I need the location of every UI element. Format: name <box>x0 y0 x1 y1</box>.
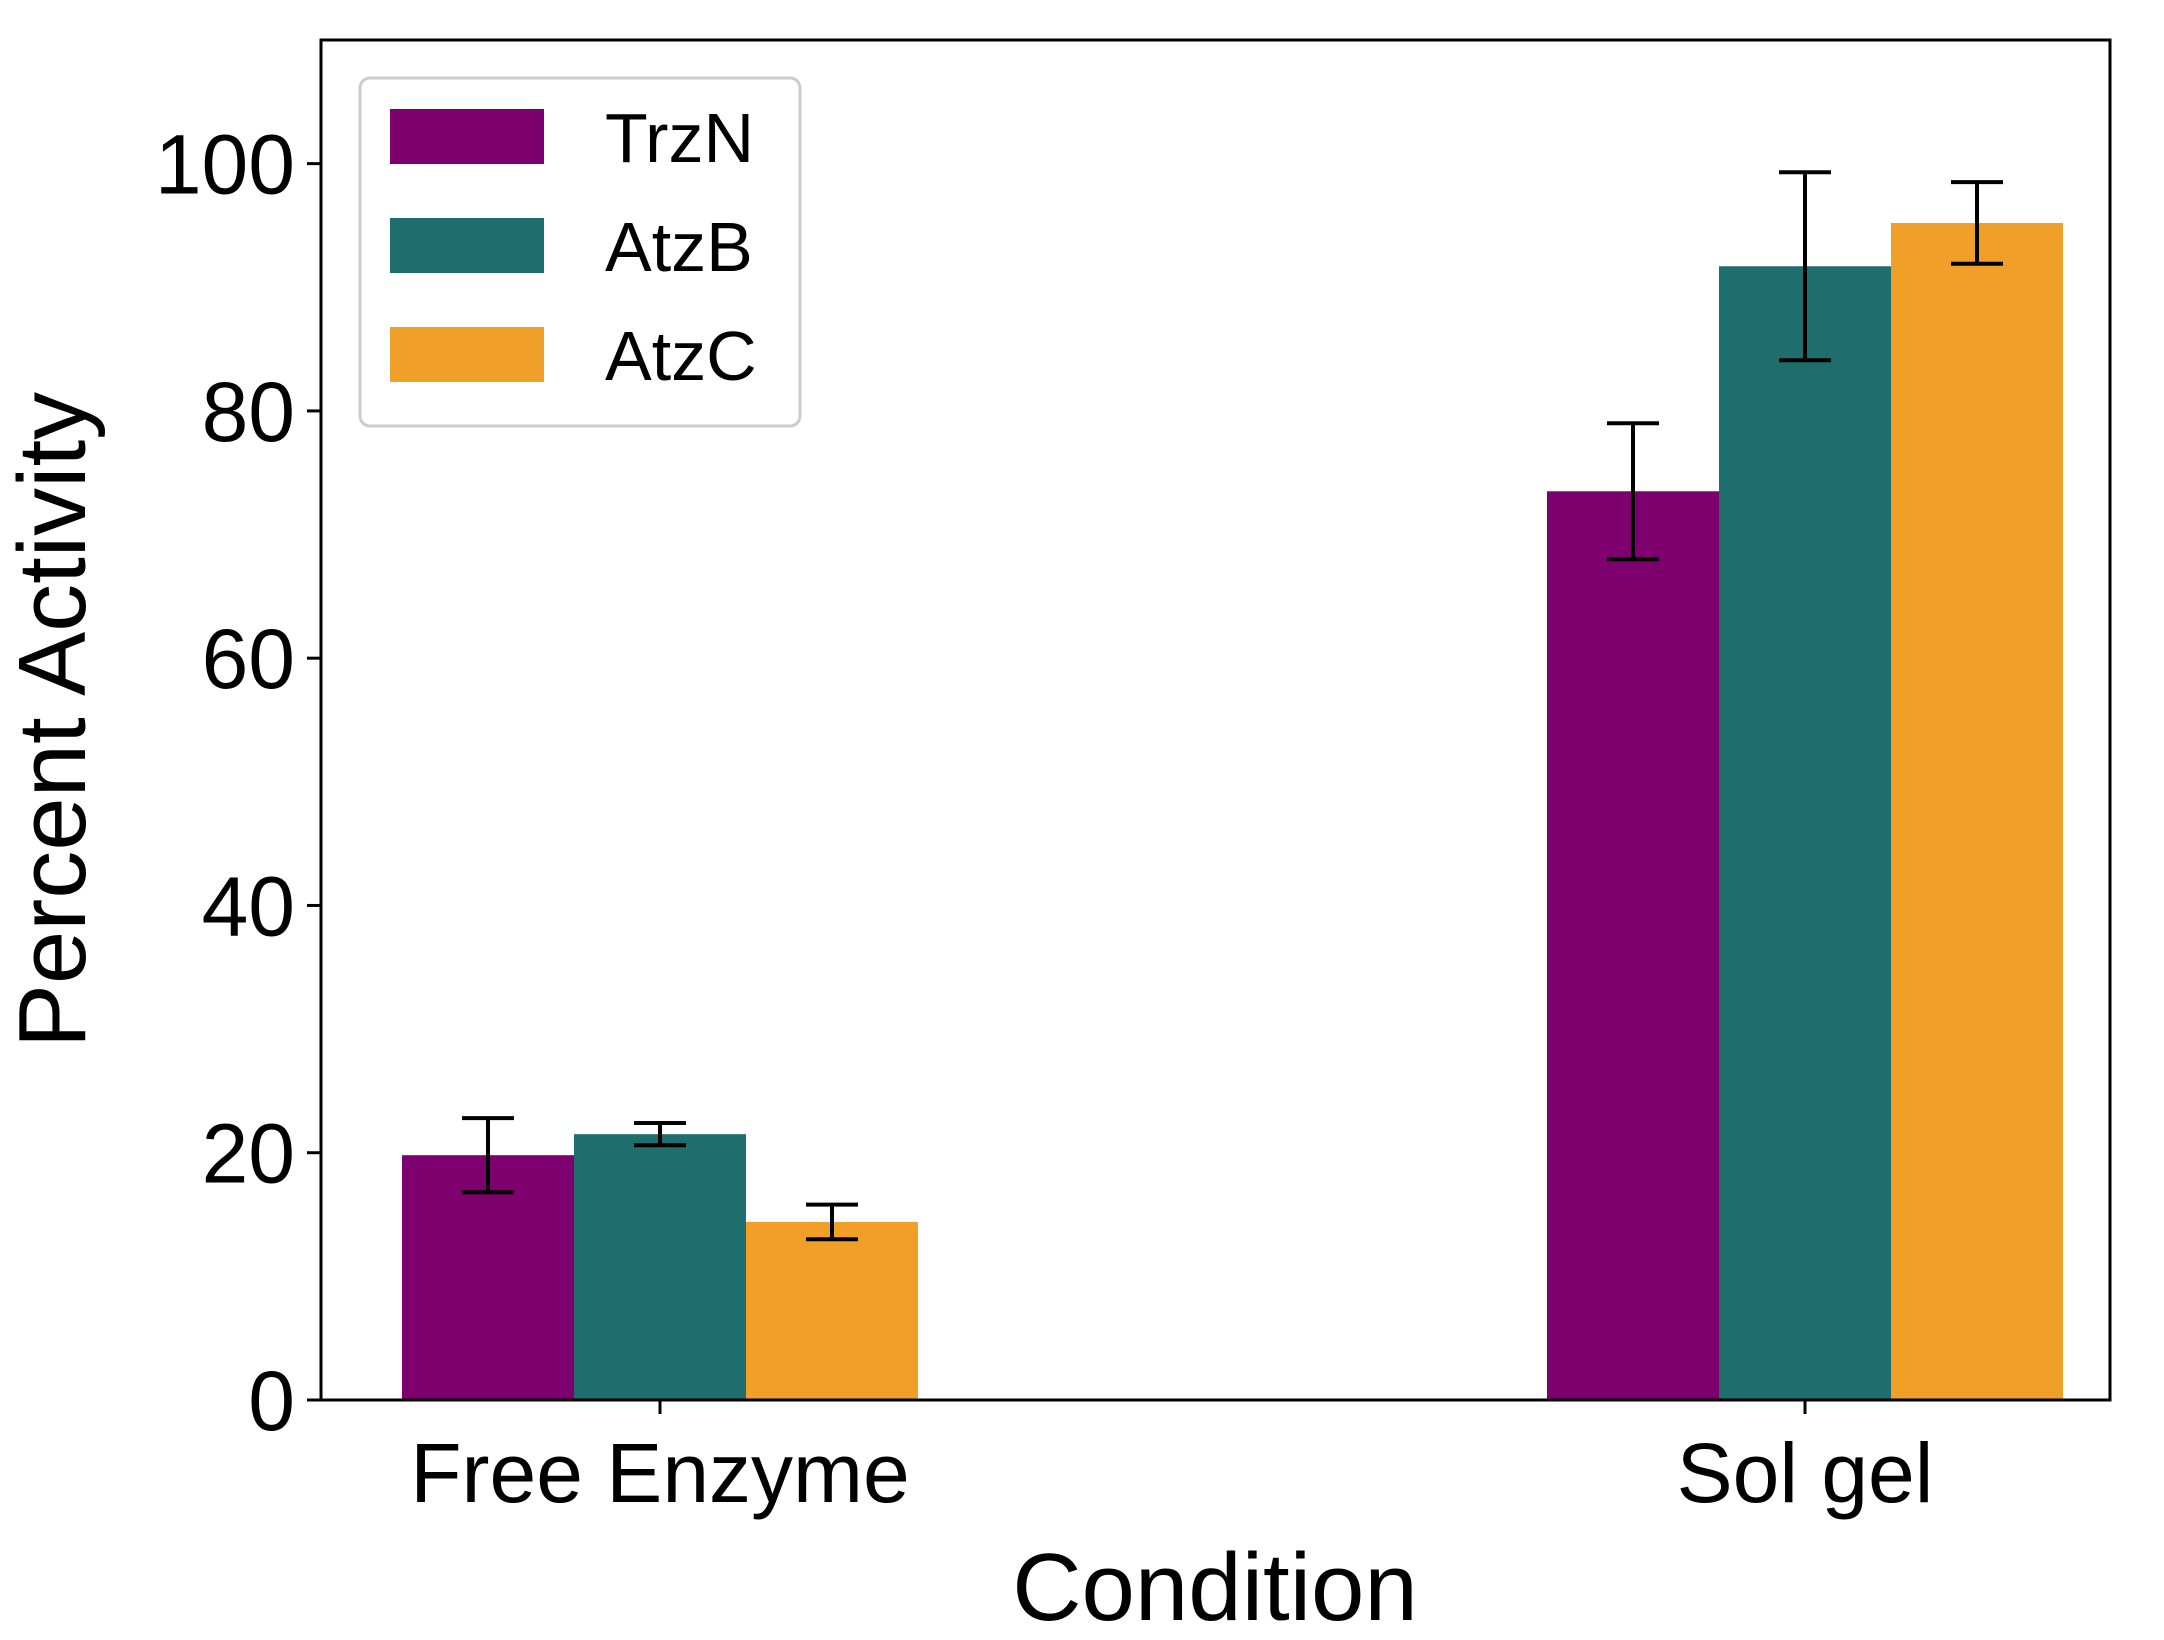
bar-atzc-1 <box>1891 222 2063 1400</box>
y-tick-label: 20 <box>202 1107 295 1201</box>
x-axis-title: Condition <box>1012 1534 1418 1640</box>
bar-atzb-0 <box>574 1134 746 1400</box>
legend-label-trzn: TrzN <box>605 99 754 177</box>
legend-label-atzc: AtzC <box>605 317 757 395</box>
y-tick-label: 0 <box>248 1354 295 1448</box>
errorbar-atzb-1 <box>1779 170 1831 363</box>
x-tick-label: Sol gel <box>1677 1426 1934 1520</box>
errorbar-atzc-1 <box>1951 180 2003 266</box>
x-tick-label: Free Enzyme <box>410 1426 910 1520</box>
y-tick-label: 100 <box>155 118 295 212</box>
bars-layer <box>402 222 2063 1401</box>
bar-trzn-0 <box>402 1155 574 1400</box>
errorbar-trzn-1 <box>1607 421 1659 562</box>
legend-swatch-trzn <box>390 109 544 164</box>
plot-frame <box>319 38 2112 1402</box>
y-tick-label: 60 <box>202 612 295 706</box>
y-tick-label: 80 <box>202 365 295 459</box>
y-axis: 0 20 40 60 80 100 <box>155 118 321 1448</box>
legend-label-atzb: AtzB <box>605 208 753 286</box>
errorbar-trzn-0 <box>462 1116 514 1195</box>
y-axis-title: Percent Activity <box>0 392 106 1048</box>
y-tick-label: 40 <box>202 859 295 953</box>
legend: TrzN AtzB AtzC <box>358 76 802 428</box>
legend-swatch-atzc <box>390 327 544 382</box>
errorbar-atzc-0 <box>806 1202 858 1242</box>
bar-atzc-0 <box>746 1221 918 1400</box>
errorbars-layer <box>462 170 2003 1242</box>
bar-atzb-1 <box>1719 266 1891 1401</box>
errorbar-atzb-0 <box>634 1121 686 1148</box>
legend-swatch-atzb <box>390 218 544 273</box>
bar-trzn-1 <box>1547 491 1719 1401</box>
x-axis: Free Enzyme Sol gel <box>410 1400 1933 1520</box>
